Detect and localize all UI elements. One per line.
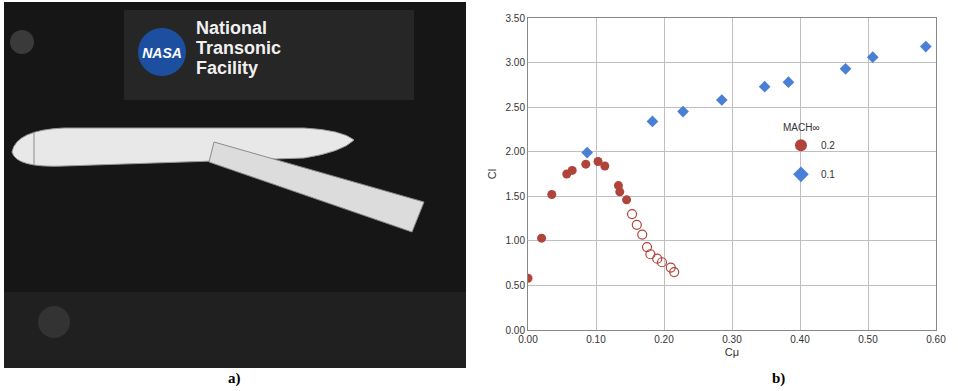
svg-text:0.00: 0.00 (518, 334, 538, 345)
svg-text:Transonic: Transonic (196, 38, 281, 58)
svg-text:0.30: 0.30 (722, 334, 742, 345)
svg-text:Facility: Facility (196, 58, 258, 78)
svg-text:0.00: 0.00 (506, 325, 526, 336)
html-text:a): a) (228, 370, 241, 386)
svg-text:0.60: 0.60 (926, 334, 946, 345)
svg-text:1.00: 1.00 (506, 235, 526, 246)
svg-text:0.20: 0.20 (654, 334, 674, 345)
svg-text:3.00: 3.00 (506, 57, 526, 68)
html-text:b): b) (772, 370, 786, 386)
svg-text:0.1: 0.1 (821, 169, 835, 180)
svg-text:0.2: 0.2 (821, 140, 835, 151)
svg-text:MACH∞: MACH∞ (783, 122, 820, 133)
svg-text:1.50: 1.50 (506, 191, 526, 202)
svg-text:Cl: Cl (486, 169, 498, 179)
svg-text:0.40: 0.40 (790, 334, 810, 345)
svg-text:NASA: NASA (142, 45, 182, 61)
svg-text:Cμ: Cμ (725, 346, 739, 358)
svg-text:3.50: 3.50 (506, 13, 526, 24)
svg-text:National: National (196, 18, 267, 38)
svg-text:2.50: 2.50 (506, 102, 526, 113)
svg-text:0.10: 0.10 (586, 334, 606, 345)
svg-text:0.50: 0.50 (506, 280, 526, 291)
svg-text:0.50: 0.50 (858, 334, 878, 345)
svg-text:2.00: 2.00 (506, 146, 526, 157)
